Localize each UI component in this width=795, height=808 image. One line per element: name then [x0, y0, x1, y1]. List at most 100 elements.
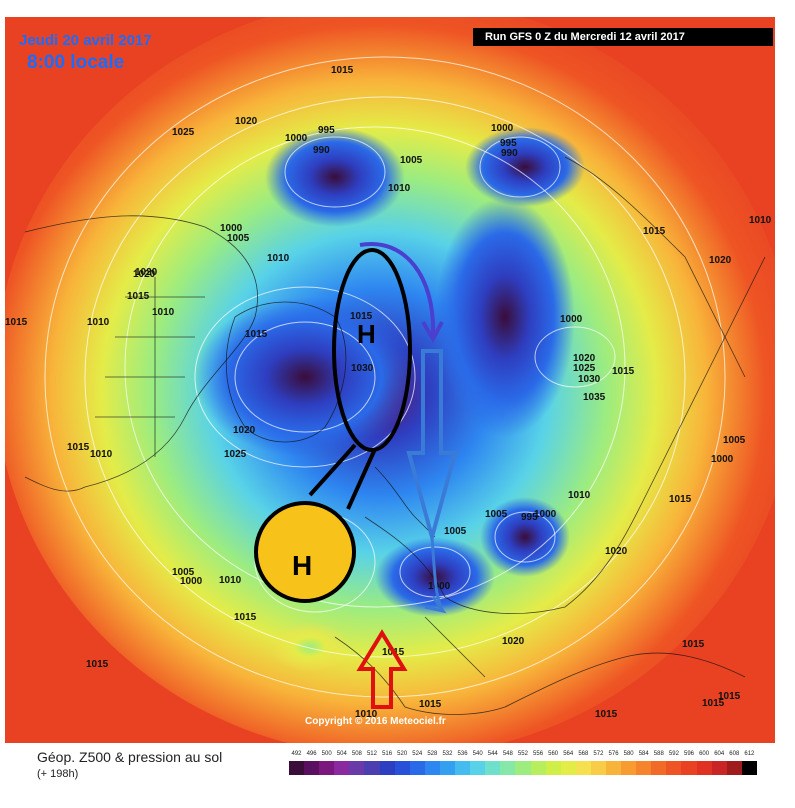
pressure-label: 1000 — [560, 314, 583, 325]
scale-swatch — [364, 761, 380, 775]
scale-swatch — [409, 761, 425, 775]
scale-swatch — [575, 761, 591, 775]
scale-tick-label: 544 — [487, 751, 498, 757]
scale-swatch — [394, 761, 410, 775]
pressure-label: 1000 — [180, 576, 203, 587]
pressure-label: 1020 — [233, 425, 256, 436]
scale-swatch — [651, 761, 667, 775]
pressure-label: 1005 — [400, 155, 423, 166]
scale-swatch — [304, 761, 320, 775]
scale-swatch — [590, 761, 606, 775]
pressure-label: 1020 — [235, 116, 258, 127]
pressure-label: 1035 — [583, 392, 606, 403]
scale-tick-label: 492 — [291, 751, 302, 757]
top-ruler — [0, 0, 795, 17]
pressure-label: 995 — [318, 125, 335, 136]
scale-tick-label: 592 — [668, 751, 679, 757]
pressure-label: 1015 — [595, 709, 618, 720]
scale-labels: 492 496 500 504 508 512 516 520 524 528 532 536 540 5… — [289, 751, 757, 761]
scale-tick-label: 560 — [548, 751, 559, 757]
scale-swatch — [289, 761, 305, 775]
pressure-label: 1020 — [709, 255, 732, 266]
high-label-south: H — [292, 550, 312, 581]
scale-tick-label: 516 — [382, 751, 393, 757]
purple-arrow — [359, 241, 444, 344]
pressure-label: 1020 — [133, 269, 156, 280]
connector-line — [308, 443, 357, 497]
low-core-siberia — [465, 127, 585, 207]
scale-swatch — [485, 761, 501, 775]
scale-swatch — [349, 761, 365, 775]
scale-tick-label: 504 — [336, 751, 347, 757]
scale-tick-label: 588 — [653, 751, 664, 757]
pressure-label: 1005 — [172, 567, 195, 578]
scale-swatch — [681, 761, 697, 775]
map-canvas: 1015 1020 1025 1020 995 1000 990 1000 99… — [5, 17, 775, 743]
scale-swatch — [741, 761, 757, 775]
pressure-label: 1015 — [245, 329, 268, 340]
pressure-label: 1000 — [285, 133, 308, 144]
scale-tick-label: 540 — [472, 751, 483, 757]
scale-swatch — [379, 761, 395, 775]
pressure-label: 1000 — [220, 223, 243, 234]
scale-tick-label: 532 — [442, 751, 453, 757]
pressure-label: 1015 — [67, 442, 90, 453]
scale-swatch — [500, 761, 516, 775]
pressure-label: 1010 — [568, 490, 591, 501]
trough-east — [435, 197, 575, 437]
scale-tick-label: 508 — [351, 751, 362, 757]
scale-tick-label: 572 — [593, 751, 604, 757]
scale-tick-label: 580 — [623, 751, 634, 757]
blue-arrow — [406, 349, 458, 614]
scale-tick-label: 520 — [397, 751, 408, 757]
pressure-label: 1000 — [428, 581, 451, 592]
pressure-label: 1025 — [172, 127, 195, 138]
scale-swatch — [560, 761, 576, 775]
scale-tick-label: 564 — [563, 751, 574, 757]
copyright: Copyright © 2016 Meteociel.fr — [305, 716, 446, 727]
pressure-label: 1015 — [331, 65, 354, 76]
scale-tick-label: 584 — [638, 751, 649, 757]
scale-swatch — [515, 761, 531, 775]
scale-swatch — [636, 761, 652, 775]
isobars — [44, 56, 726, 698]
low-core-west — [195, 297, 415, 457]
scale-swatch — [726, 761, 742, 775]
scale-swatch — [545, 761, 561, 775]
red-arrow — [356, 629, 408, 709]
pressure-label: 1010 — [388, 183, 411, 194]
scale-tick-label: 608 — [729, 751, 740, 757]
scale-tick-label: 548 — [502, 751, 513, 757]
color-scale: 492 496 500 504 508 512 516 520 524 528 532 536 540 5… — [289, 751, 757, 775]
pressure-label: 1015 — [350, 311, 373, 322]
legend-area — [0, 743, 795, 808]
scale-swatch — [424, 761, 440, 775]
scale-swatch — [470, 761, 486, 775]
low-core-south — [480, 497, 570, 577]
scale-tick-label: 500 — [321, 751, 332, 757]
pressure-label: 1010 — [749, 215, 772, 226]
pressure-label: 1015 — [682, 639, 705, 650]
pressure-label: 1030 — [351, 363, 374, 374]
scale-tick-label: 552 — [517, 751, 528, 757]
pressure-label: 1025 — [224, 449, 247, 460]
scale-swatch — [319, 761, 335, 775]
scale-swatch — [439, 761, 456, 775]
scale-tick-label: 496 — [306, 751, 317, 757]
scale-swatch — [711, 761, 727, 775]
scale-swatch — [621, 761, 637, 775]
scale-tick-label: 536 — [457, 751, 468, 757]
scale-swatches — [289, 761, 757, 775]
scale-swatch — [455, 761, 471, 775]
pressure-label: 1015 — [702, 698, 725, 709]
pressure-label: 1005 — [444, 526, 467, 537]
model-run-banner: Run GFS 0 Z du Mercredi 12 avril 2017 — [473, 28, 773, 46]
pressure-label: 1000 — [491, 123, 514, 134]
pressure-label: 1010 — [87, 317, 110, 328]
green-spot — [270, 622, 350, 672]
pressure-labels: 1015 1020 1025 1020 995 1000 990 1000 99… — [5, 65, 772, 720]
pressure-label: 1015 — [612, 366, 635, 377]
pressure-label: 1010 — [355, 709, 378, 720]
pressure-label: 1015 — [669, 494, 692, 505]
pressure-label: 1015 — [419, 699, 442, 710]
